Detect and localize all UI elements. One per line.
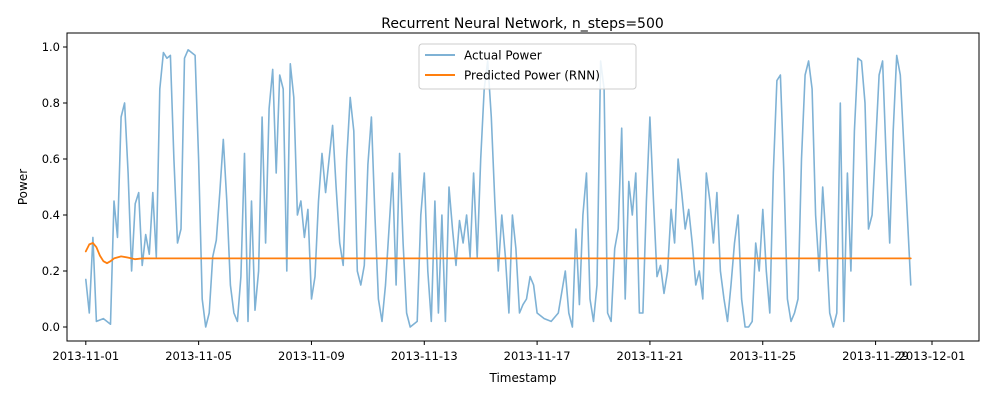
x-axis-label: Timestamp — [489, 371, 557, 385]
y-tick-label: 1.0 — [42, 40, 60, 54]
x-tick-label: 2013-12-01 — [899, 349, 966, 363]
y-tick-label: 0.0 — [42, 320, 60, 334]
series-layer — [84, 49, 912, 328]
y-axis-label: Power — [16, 169, 30, 205]
x-tick-label: 2013-11-01 — [52, 349, 119, 363]
x-axis: 2013-11-01 2013-11-05 2013-11-09 2013-11-13… — [52, 341, 965, 363]
x-tick-label: 2013-11-05 — [165, 349, 232, 363]
y-tick-label: 0.6 — [42, 152, 60, 166]
series-predicted-power-line — [84, 242, 912, 265]
series-actual-power-line — [85, 49, 912, 328]
legend-box — [418, 43, 637, 90]
legend-label: Predicted Power (RNN) — [464, 69, 600, 83]
chart-title: Recurrent Neural Network, n_steps=500 — [381, 16, 664, 32]
x-tick-label: 2013-11-13 — [391, 349, 458, 363]
y-tick-label: 0.8 — [42, 96, 60, 110]
axes-frame — [66, 32, 980, 342]
x-tick-label: 2013-11-21 — [617, 349, 684, 363]
y-axis: 0.0 0.2 0.4 0.6 0.8 1.0 — [42, 40, 67, 334]
x-tick-label: 2013-11-09 — [278, 349, 345, 363]
y-tick-label: 0.2 — [42, 264, 60, 278]
x-tick-label: 2013-11-29 — [842, 349, 909, 363]
legend: Actual Power Predicted Power (RNN) — [418, 43, 637, 90]
x-tick-label: 2013-11-17 — [504, 349, 571, 363]
legend-label: Actual Power — [464, 49, 542, 63]
plot-area — [66, 32, 980, 342]
x-tick-label: 2013-11-25 — [729, 349, 796, 363]
y-tick-label: 0.4 — [42, 208, 60, 222]
